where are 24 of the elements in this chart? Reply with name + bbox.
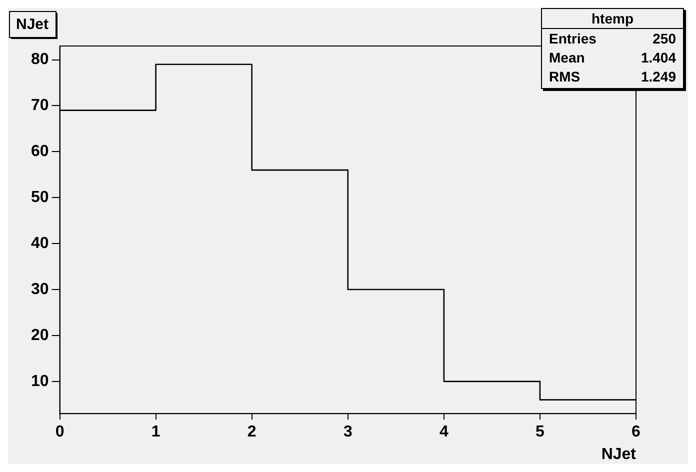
x-tick-label: 1 bbox=[151, 424, 160, 441]
y-tick-label: 40 bbox=[31, 234, 49, 252]
x-tick-label: 0 bbox=[55, 424, 64, 441]
x-tick-label: 3 bbox=[343, 424, 352, 441]
chart-title: NJet bbox=[16, 16, 49, 34]
annotation: Mean bbox=[549, 49, 585, 66]
text: 250 bbox=[652, 30, 676, 46]
y-tick-label: 10 bbox=[31, 372, 49, 390]
y-tick-label: 20 bbox=[31, 326, 49, 344]
x-tick-label: 6 bbox=[632, 424, 641, 441]
x-axis-title: NJet bbox=[601, 446, 637, 463]
y-tick-label: 30 bbox=[31, 280, 49, 298]
annotation: Entries bbox=[549, 30, 597, 46]
y-tick-label: 50 bbox=[31, 189, 49, 206]
annotation: RMS bbox=[549, 68, 580, 84]
y-tick-label: 80 bbox=[31, 51, 49, 68]
y-tick-label: 60 bbox=[31, 143, 49, 160]
x-tick-label: 4 bbox=[439, 424, 448, 441]
y-tick-label: 70 bbox=[31, 97, 49, 114]
text: 1.249 bbox=[640, 68, 676, 84]
x-tick-label: 5 bbox=[536, 424, 545, 441]
text: 1.404 bbox=[640, 49, 676, 66]
x-tick-label: 2 bbox=[247, 424, 256, 441]
text: htemp bbox=[592, 10, 634, 26]
